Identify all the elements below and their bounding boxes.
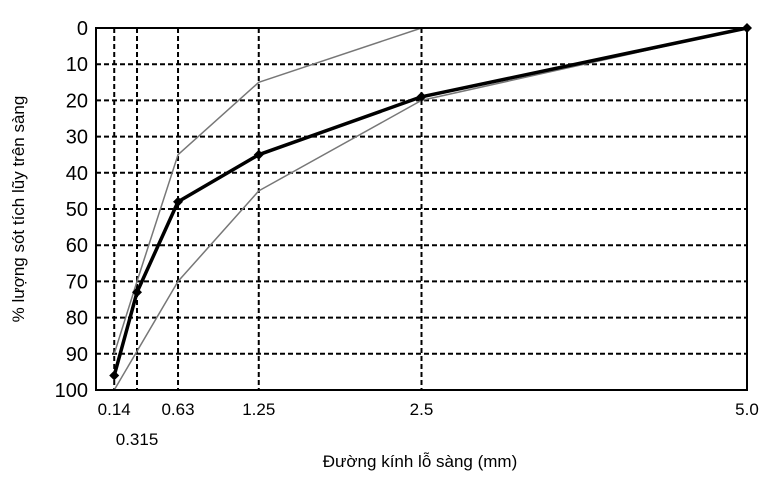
- y-tick-label: 20: [66, 90, 88, 112]
- sample-line: [112, 26, 748, 376]
- y-tick-label: 0: [77, 18, 88, 40]
- x-tick-label: 0.315: [116, 430, 159, 449]
- data-point-marker: [109, 370, 120, 381]
- y-tick-label: 10: [66, 54, 88, 76]
- plot-frame: [95, 27, 748, 391]
- y-tick-label: 80: [66, 308, 88, 330]
- x-tick-label: 0.14: [98, 400, 131, 419]
- series-group: [109, 23, 752, 391]
- y-tick-label: 50: [66, 199, 88, 221]
- grid: [96, 28, 747, 390]
- y-tick-label: 60: [66, 235, 88, 257]
- data-point-marker: [173, 196, 184, 207]
- upper-bound-line: [113, 27, 747, 355]
- y-tick-label: 40: [66, 163, 88, 185]
- y-tick-label: 30: [66, 127, 88, 149]
- x-tick-label: 1.25: [242, 400, 275, 419]
- y-tick-labels: 0 10 20 30 40 50 60 70 80 90 100: [55, 18, 88, 402]
- y-tick-label: 70: [66, 271, 88, 293]
- y-axis-label: % lượng sót tích lũy trên sàng: [9, 96, 28, 323]
- x-tick-label: 0.63: [161, 400, 194, 419]
- data-point-marker: [253, 149, 264, 160]
- y-tick-label: 90: [66, 344, 88, 366]
- data-point-marker: [416, 91, 427, 102]
- x-axis-label: Đường kính lỗ sàng (mm): [323, 452, 517, 471]
- lower-bound-line: [113, 27, 748, 391]
- x-tick-label: 2.5: [410, 400, 434, 419]
- y-tick-label: 100: [55, 380, 88, 402]
- x-tick-label: 5.0: [735, 400, 759, 419]
- data-point-marker: [132, 287, 143, 298]
